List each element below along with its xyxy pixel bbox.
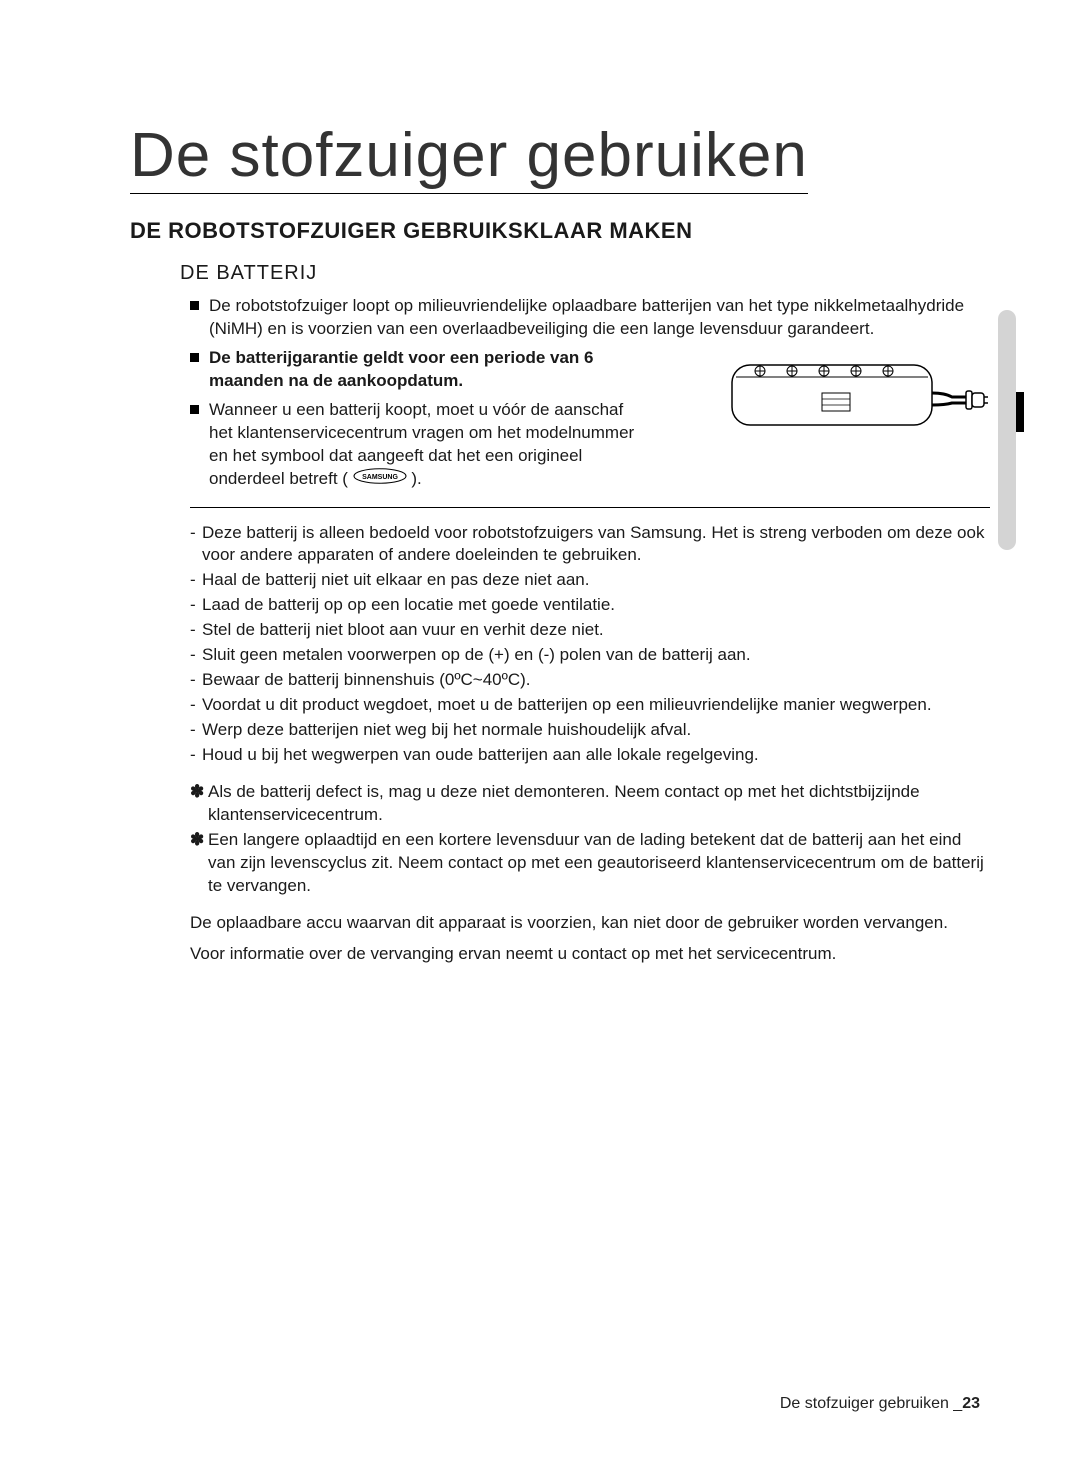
list-item: -Houd u bij het wegwerpen van oude batte…	[190, 744, 990, 767]
side-tab	[998, 310, 1016, 550]
page-footer: De stofzuiger gebruiken _23	[780, 1395, 980, 1413]
dash-icon: -	[190, 644, 202, 667]
list-text: Een langere oplaadtijd en een kortere le…	[208, 829, 990, 898]
list-text: Als de batterij defect is, mag u deze ni…	[208, 781, 990, 827]
dash-icon: -	[190, 522, 202, 568]
footer-text: De stofzuiger gebruiken _	[780, 1395, 962, 1412]
dash-icon: -	[190, 669, 202, 692]
battery-illustration	[730, 355, 990, 452]
closing-line: De oplaadbare accu waarvan dit apparaat …	[190, 912, 990, 935]
page-title: De stofzuiger gebruiken	[130, 120, 808, 194]
star-icon: ✽	[190, 829, 208, 898]
bullet-text: Wanneer u een batterij koopt, moet u vóó…	[209, 399, 639, 491]
bullet-text: De batterijgarantie geldt voor een perio…	[209, 347, 639, 393]
side-tab-bar	[998, 310, 1016, 550]
list-item: -Sluit geen metalen voorwerpen op de (+)…	[190, 644, 990, 667]
dash-icon: -	[190, 694, 202, 717]
list-item: -Stel de batterij niet bloot aan vuur en…	[190, 619, 990, 642]
bullet-item: De robotstofzuiger loopt op milieuvriend…	[190, 295, 990, 341]
bullet-text-trail: ).	[411, 469, 421, 488]
list-item: ✽Als de batterij defect is, mag u deze n…	[190, 781, 990, 827]
square-bullet-icon	[190, 405, 199, 414]
square-bullet-icon	[190, 301, 199, 310]
bullet-text: De robotstofzuiger loopt op milieuvriend…	[209, 295, 990, 341]
list-item: -Haal de batterij niet uit elkaar en pas…	[190, 569, 990, 592]
samsung-badge-icon: SAMSUNG	[353, 468, 407, 491]
dash-icon: -	[190, 719, 202, 742]
side-tab-marker	[1016, 392, 1024, 432]
dash-icon: -	[190, 594, 202, 617]
list-text: Sluit geen metalen voorwerpen op de (+) …	[202, 644, 990, 667]
list-item: -Werp deze batterijen niet weg bij het n…	[190, 719, 990, 742]
list-item: -Deze batterij is alleen bedoeld voor ro…	[190, 522, 990, 568]
list-text: Werp deze batterijen niet weg bij het no…	[202, 719, 990, 742]
list-item: -Laad de batterij op op een locatie met …	[190, 594, 990, 617]
svg-text:SAMSUNG: SAMSUNG	[362, 474, 398, 481]
list-text: Haal de batterij niet uit elkaar en pas …	[202, 569, 990, 592]
list-text: Stel de batterij niet bloot aan vuur en …	[202, 619, 990, 642]
dash-icon: -	[190, 744, 202, 767]
dash-icon: -	[190, 619, 202, 642]
square-bullet-icon	[190, 353, 199, 362]
manual-page: De stofzuiger gebruiken DE ROBOTSTOFZUIG…	[0, 0, 1080, 1469]
dash-list: -Deze batterij is alleen bedoeld voor ro…	[190, 522, 990, 767]
section-heading: DE ROBOTSTOFZUIGER GEBRUIKSKLAAR MAKEN	[130, 218, 990, 244]
content-block: De robotstofzuiger loopt op milieuvriend…	[190, 295, 990, 965]
star-icon: ✽	[190, 781, 208, 827]
star-list: ✽Als de batterij defect is, mag u deze n…	[190, 781, 990, 898]
list-item: -Voordat u dit product wegdoet, moet u d…	[190, 694, 990, 717]
page-number: 23	[962, 1395, 980, 1412]
closing-line: Voor informatie over de vervanging ervan…	[190, 943, 990, 966]
list-text: Voordat u dit product wegdoet, moet u de…	[202, 694, 990, 717]
list-text: Laad de batterij op op een locatie met g…	[202, 594, 990, 617]
closing-paragraph: De oplaadbare accu waarvan dit apparaat …	[190, 912, 990, 966]
list-text: Deze batterij is alleen bedoeld voor rob…	[202, 522, 990, 568]
list-item: -Bewaar de batterij binnenshuis (0ºC~40º…	[190, 669, 990, 692]
dash-icon: -	[190, 569, 202, 592]
subsection-heading: DE BATTERIJ	[180, 262, 990, 285]
list-text: Bewaar de batterij binnenshuis (0ºC~40ºC…	[202, 669, 990, 692]
list-item: ✽Een langere oplaadtijd en een kortere l…	[190, 829, 990, 898]
divider	[190, 507, 990, 508]
intro-block: De robotstofzuiger loopt op milieuvriend…	[190, 295, 990, 491]
list-text: Houd u bij het wegwerpen van oude batter…	[202, 744, 990, 767]
